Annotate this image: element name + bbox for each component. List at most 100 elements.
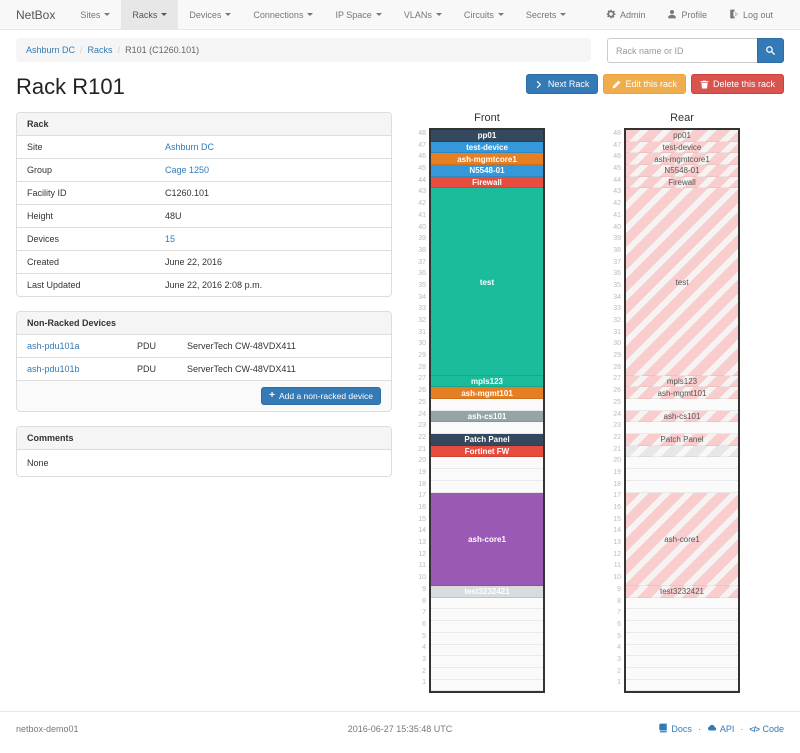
unit-number: 10 (613, 574, 621, 582)
table-row: Site Ashburn DC (17, 136, 391, 159)
nav-item-racks[interactable]: Racks (121, 0, 179, 29)
unit-number: 38 (418, 246, 426, 254)
rack-device-rear[interactable]: pp01 (626, 130, 738, 142)
rack-unit-empty (431, 667, 543, 680)
table-row: ash-pdu101b PDU ServerTech CW-48VDX411 (17, 357, 391, 380)
attr-value-link[interactable]: 15 (165, 234, 176, 244)
attr-value-link[interactable]: Cage 1250 (165, 165, 210, 175)
rack-device-front[interactable]: ash-cs101 (431, 410, 543, 423)
rack-device-rear[interactable]: ash-core1 (626, 492, 738, 587)
front-unit-numbers: 48 47 46 45 44 43 42 41 40 39 38 37 36 35 34 33 32 31 30 29… (417, 128, 429, 693)
delete-rack-button[interactable]: Delete this rack (690, 74, 784, 94)
front-elevation: Front 48 47 46 45 44 43 42 41 40 39 38 37 36 35 34 33 32… (417, 112, 545, 694)
code-icon: </> (749, 725, 760, 735)
device-model: ServerTech CW-48VDX411 (177, 357, 391, 380)
footer-link-code[interactable]: </> Code (749, 724, 784, 735)
unit-number: 18 (418, 480, 426, 488)
device-link[interactable]: ash-pdu101a (27, 341, 80, 351)
table-row: Devices 15 (17, 227, 391, 251)
rear-elevation-title: Rear (670, 112, 694, 124)
footer-link-api[interactable]: API (707, 723, 734, 735)
unit-number: 41 (613, 211, 621, 219)
nav-item-circuits[interactable]: Circuits (453, 0, 515, 29)
plus-icon: + (269, 390, 275, 401)
nav-item-admin[interactable]: Admin (595, 0, 657, 29)
unit-number: 44 (613, 176, 621, 184)
rack-device-rear[interactable]: test (626, 188, 738, 376)
rack-device-rear[interactable]: ash-mgmtcore1 (626, 153, 738, 166)
nav-item-log-out[interactable]: Log out (718, 0, 784, 29)
breadcrumb-item[interactable]: Ashburn DC (26, 45, 76, 55)
add-nonracked-device-button[interactable]: + Add a non-racked device (261, 387, 381, 405)
nav-item-secrets[interactable]: Secrets (515, 0, 578, 29)
attr-value-link[interactable]: Ashburn DC (165, 142, 215, 152)
rack-device-rear[interactable]: Firewall (626, 176, 738, 189)
unit-number: 13 (613, 539, 621, 547)
rack-device-rear[interactable]: ash-cs101 (626, 410, 738, 423)
rack-device-rear[interactable]: Patch Panel (626, 434, 738, 446)
unit-number: 25 (418, 398, 426, 406)
search-input[interactable] (607, 38, 757, 63)
rack-unit-empty (431, 656, 543, 668)
rack-device-rear[interactable]: test-device (626, 141, 738, 154)
unit-number: 5 (422, 632, 426, 640)
table-row: Group Cage 1250 (17, 158, 391, 182)
unit-number: 11 (613, 562, 621, 570)
rack-unit-empty (431, 480, 543, 493)
rack-device-front[interactable]: test-device (431, 141, 543, 154)
nav-item-devices[interactable]: Devices (178, 0, 242, 29)
unit-number: 20 (418, 457, 426, 465)
brand-netbox[interactable]: NetBox (16, 7, 56, 22)
rack-device-front[interactable]: ash-mgmt101 (431, 387, 543, 399)
unit-number: 15 (613, 515, 621, 523)
attr-label: Site (27, 142, 43, 152)
footer-links: Docs · API · </> Code (528, 723, 784, 735)
unit-number: 30 (613, 340, 621, 348)
device-link[interactable]: ash-pdu101b (27, 364, 80, 374)
dot-separator: · (697, 724, 701, 735)
front-rack: pp01 test-device ash-mgmtcore1 N5548-01 Fire… (429, 128, 545, 694)
rack-device-front[interactable]: test (431, 188, 543, 376)
unit-number: 17 (418, 492, 426, 500)
next-rack-button[interactable]: Next Rack (525, 74, 599, 94)
unit-number: 48 (418, 130, 426, 137)
unit-number: 23 (613, 422, 621, 430)
search-button[interactable] (757, 38, 784, 63)
attr-value: C1260.101 (155, 181, 391, 205)
rack-device-front[interactable]: Firewall (431, 176, 543, 189)
rack-device-rear[interactable]: test3232421 (626, 586, 738, 598)
unit-number: 48 (613, 130, 621, 137)
rack-device-front[interactable]: mpls123 (431, 375, 543, 388)
user-menu: Admin Profile Log out (595, 0, 784, 29)
unit-number: 7 (617, 609, 621, 617)
rack-device-rear[interactable]: N5548-01 (626, 165, 738, 177)
breadcrumb-item[interactable]: Racks (87, 45, 113, 55)
unit-number: 37 (613, 258, 621, 266)
rack-device-front[interactable]: pp01 (431, 130, 543, 142)
nav-item-ip-space[interactable]: IP Space (324, 0, 392, 29)
footer-timestamp: 2016-06-27 15:35:48 UTC (347, 724, 453, 735)
rack-unit-empty (431, 609, 543, 622)
attr-label: Devices (17, 227, 155, 251)
unit-number: 26 (613, 387, 621, 395)
rack-device-front[interactable]: ash-core1 (431, 492, 543, 587)
rack-device-rear[interactable]: ash-mgmt101 (626, 387, 738, 399)
unit-number: 11 (418, 562, 426, 570)
unit-number: 7 (422, 609, 426, 617)
rack-device-rear[interactable]: mpls123 (626, 375, 738, 388)
nav-item-profile[interactable]: Profile (656, 0, 718, 29)
unit-number: 3 (422, 655, 426, 663)
rack-device-front[interactable]: N5548-01 (431, 165, 543, 177)
footer-link-docs[interactable]: Docs (658, 723, 692, 735)
nav-item-sites[interactable]: Sites (69, 0, 121, 29)
rack-device-front[interactable]: ash-mgmtcore1 (431, 153, 543, 166)
nav-item-vlans[interactable]: VLANs (393, 0, 453, 29)
nav-item-connections[interactable]: Connections (242, 0, 324, 29)
rack-device-front[interactable]: Patch Panel (431, 434, 543, 446)
rack-device-front[interactable]: Fortinet FW (431, 445, 543, 458)
unit-number: 31 (613, 328, 621, 336)
attr-value: June 22, 2016 (155, 250, 391, 274)
rack-device-front[interactable]: test3232421 (431, 586, 543, 598)
rear-elevation: Rear 48 47 46 45 44 43 42 41 40 39 38 37 36 35 34 33 32 3… (612, 112, 740, 694)
edit-rack-button[interactable]: Edit this rack (603, 74, 686, 94)
